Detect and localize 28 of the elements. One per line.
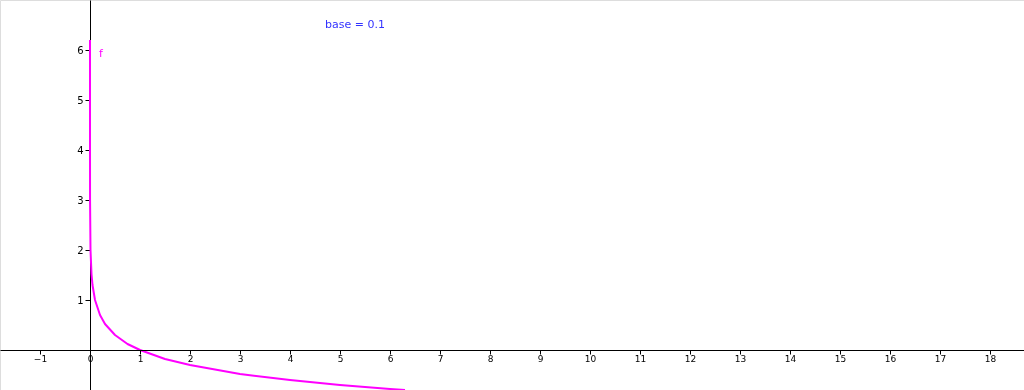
x-tick-label: 14 — [784, 353, 797, 364]
annotation: base = 0.1 — [325, 18, 385, 31]
x-tick-label: 8 — [487, 353, 494, 364]
x-tick-label: 18 — [984, 353, 997, 364]
y-tick-label: 1 — [77, 294, 84, 306]
x-tick-label: 15 — [834, 353, 847, 364]
x-tick-label: 6 — [387, 353, 394, 364]
x-tick-label: 7 — [437, 353, 444, 364]
x-tick-label: 17 — [934, 353, 947, 364]
y-tick-label: 3 — [77, 194, 84, 206]
x-tick-label: 5 — [337, 353, 344, 364]
x-tick-label: 13 — [734, 353, 747, 364]
y-tick-label: 2 — [77, 244, 84, 256]
series-label: f — [99, 47, 104, 60]
x-tick-label: 1 — [137, 353, 144, 364]
x-tick-label: 4 — [287, 353, 294, 364]
x-tick-label: 12 — [684, 353, 697, 364]
y-tick-label: 5 — [77, 94, 84, 106]
x-tick-label: 11 — [634, 353, 647, 364]
x-tick-label: 16 — [884, 353, 897, 364]
x-tick-label: 9 — [537, 353, 544, 364]
x-tick-label: 10 — [584, 353, 597, 364]
y-tick-label: 6 — [77, 44, 84, 56]
x-tick-label: 2 — [187, 353, 194, 364]
y-tick-label: 4 — [77, 144, 84, 156]
x-tick-label: 3 — [237, 353, 244, 364]
line-series — [89, 39, 406, 390]
x-tick-label: −1 — [33, 353, 48, 364]
